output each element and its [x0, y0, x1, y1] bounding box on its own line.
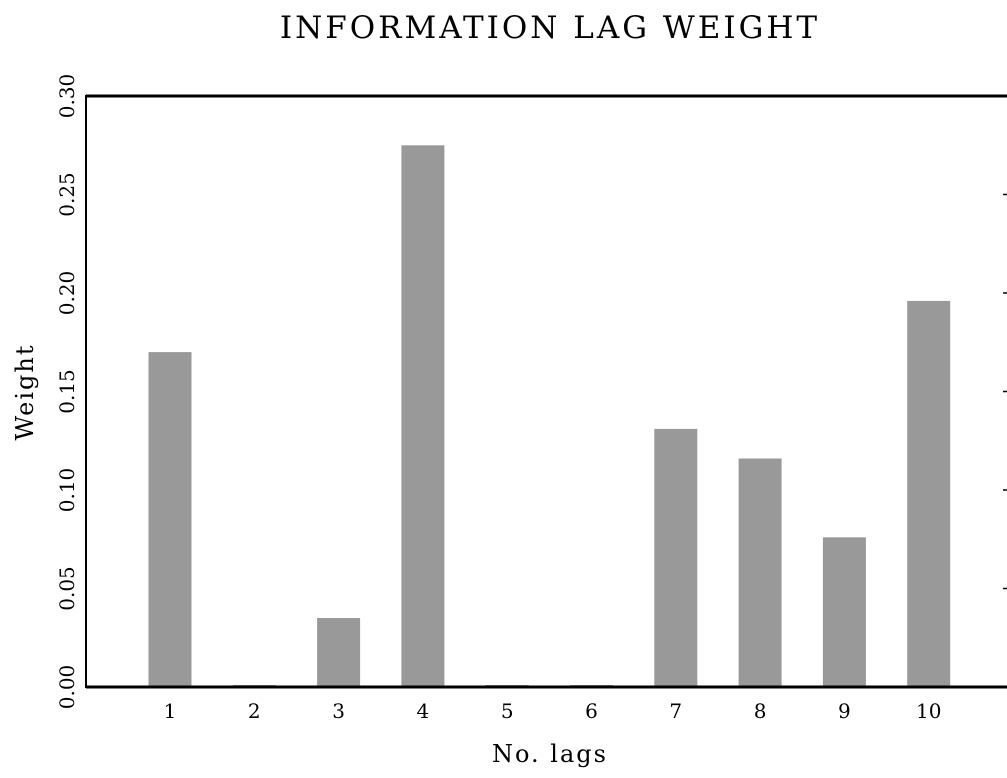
y-tick-label: 0.15	[55, 369, 79, 414]
tick-labels: 0.00 0.05 0.10 0.15 0.20 0.25 0.30 1 2 3 4 5 6 7 8 9 10	[55, 74, 941, 723]
x-tick-label: 1	[164, 699, 177, 723]
x-tick-label: 10	[916, 699, 941, 723]
x-tick-label: 9	[838, 699, 851, 723]
x-tick-label: 2	[248, 699, 261, 723]
y-tick-label: 0.10	[55, 468, 79, 513]
bar-lag-10	[907, 300, 951, 687]
bar-lag-3	[317, 618, 361, 687]
y-tick-label: 0.05	[55, 566, 79, 611]
y-tick-label: 0.00	[55, 665, 79, 710]
x-axis-title: No. lags	[492, 740, 608, 768]
bar-lag-4	[401, 145, 445, 688]
bar-lag-8	[738, 458, 782, 687]
bars	[148, 145, 951, 688]
bar-lag-7	[654, 428, 698, 687]
x-tick-label: 7	[669, 699, 682, 723]
y-axis-title: Weight	[11, 343, 39, 440]
bar-lag-1	[148, 352, 192, 687]
x-tick-label: 4	[417, 699, 430, 723]
x-tick-label: 3	[332, 699, 345, 723]
x-tick-label: 8	[754, 699, 767, 723]
bar-lag-9	[822, 537, 866, 687]
y-tick-label: 0.30	[55, 74, 79, 119]
y-tick-label: 0.20	[55, 271, 79, 316]
axes	[85, 94, 1007, 689]
chart-title: INFORMATION LAG WEIGHT	[280, 10, 820, 46]
y-tick-label: 0.25	[55, 172, 79, 217]
x-tick-label: 6	[585, 699, 598, 723]
x-tick-label: 5	[501, 699, 514, 723]
